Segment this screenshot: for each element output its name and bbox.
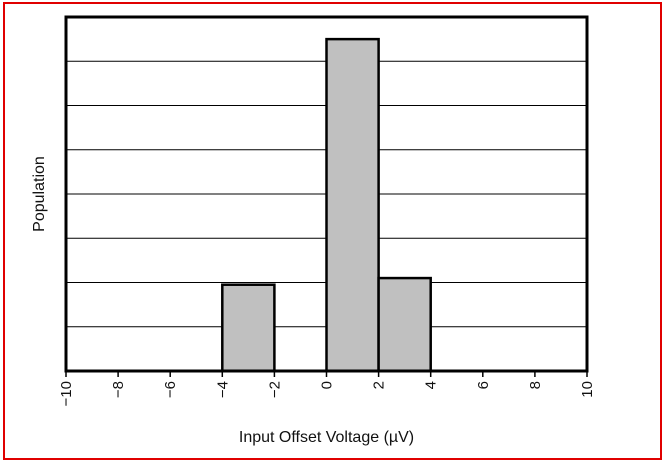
x-tick-label: 8 [527,381,544,389]
x-tick-label: −10 [58,381,75,406]
x-axis-ticks: −10 −8 −6 −4 −2 0 2 4 6 8 10 [58,371,596,406]
x-axis-label: Input Offset Voltage (µV) [239,429,414,446]
x-tick-label: −4 [214,381,231,398]
x-tick-label: 2 [371,381,388,389]
x-tick-label: 0 [319,381,336,389]
x-tick-label: −8 [110,381,127,398]
histogram-bar-2 [377,276,432,373]
bars [221,37,432,373]
y-axis-label: Population [31,156,48,232]
x-tick-label: 6 [475,381,492,389]
x-tick-label: −6 [162,381,179,398]
histogram-bar-1 [325,37,380,373]
x-tick-label: −2 [266,381,283,398]
x-tick-label: 10 [579,381,596,398]
histogram-bar-0 [221,283,276,373]
x-tick-label: 4 [423,381,440,389]
